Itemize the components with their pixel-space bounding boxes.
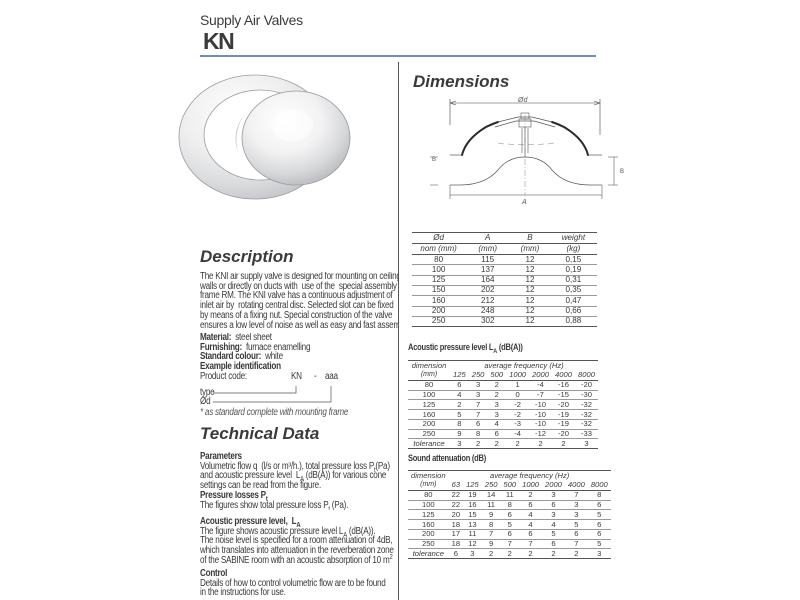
svg-text:A: A: [521, 199, 527, 205]
svg-text:B: B: [432, 157, 436, 163]
svg-text:Ød: Ød: [517, 97, 528, 104]
svg-text:B: B: [620, 169, 624, 175]
